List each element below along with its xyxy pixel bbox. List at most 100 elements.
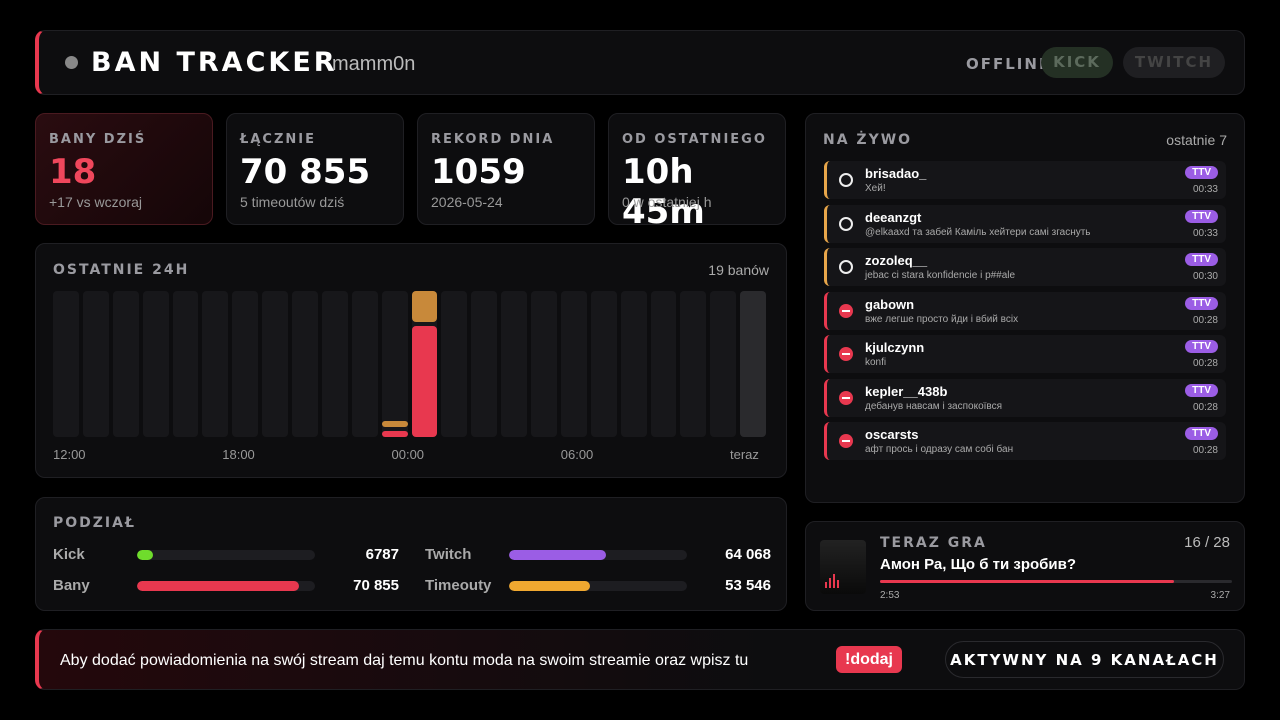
stat-value: 18 bbox=[49, 152, 97, 192]
stat-sub: 0 w ostatniej h bbox=[622, 194, 712, 210]
hour-slot bbox=[82, 291, 109, 437]
feed-item[interactable]: deeanzgt @elkaaxd та забей Каміль хейтери… bbox=[824, 204, 1226, 243]
stat-card: ŁĄCZNIE 70 855 5 timeoutów dziś bbox=[226, 113, 404, 225]
kind-icon bbox=[839, 303, 853, 318]
kind-icon bbox=[839, 347, 853, 361]
hour-slot bbox=[202, 291, 229, 437]
now-song: Амон Ра, Що б ти зробив? bbox=[880, 556, 1077, 573]
now-playing-panel: TERAZ GRA 16 / 28 Амон Ра, Що б ти зробив?… bbox=[805, 521, 1245, 611]
hour-slot bbox=[650, 291, 677, 437]
feed-time: 00:28 bbox=[1192, 445, 1218, 456]
breakdown-name: Bany bbox=[53, 577, 90, 594]
breakdown-value: 70 855 bbox=[353, 577, 399, 594]
chart-panel: OSTATNIE 24H 19 banów 12:00 18:00 00:00 06:00… bbox=[35, 243, 787, 478]
feed-message: дебанув навсам і заспокоївся bbox=[865, 400, 1003, 412]
progress-fill bbox=[880, 580, 1175, 583]
feed-item[interactable]: kjulczynn konfi TTV 00:28 bbox=[824, 335, 1226, 373]
cover-bar bbox=[829, 578, 831, 588]
chart-title: OSTATNIE 24H bbox=[53, 262, 190, 278]
hour-slot bbox=[381, 291, 408, 437]
icon-bar bbox=[842, 353, 850, 355]
hour-slot bbox=[53, 291, 79, 437]
kind-icon bbox=[839, 434, 853, 448]
live-title: NA ŻYWO bbox=[823, 132, 913, 148]
feed-item[interactable]: kepler__438b дебанув навсам і заспокоївся… bbox=[824, 378, 1226, 417]
live-panel: NA ŻYWO ostatnie 7 brisadao_ Хей! TTV 00:33 de… bbox=[805, 113, 1245, 503]
stat-sub: 5 timeoutów dziś bbox=[240, 194, 345, 210]
feed-time: 00:28 bbox=[1192, 358, 1218, 369]
hour-slot bbox=[292, 291, 318, 437]
feed-user: brisadao_ bbox=[865, 166, 927, 181]
feed-time: 00:28 bbox=[1192, 314, 1218, 326]
hour-slot bbox=[740, 291, 766, 437]
progress-track bbox=[880, 580, 1232, 583]
breakdown-track bbox=[509, 581, 687, 591]
stat-sub: 2026-05-24 bbox=[431, 194, 503, 210]
footer-status: AKTYWNY NA 9 KANAŁACH bbox=[945, 641, 1224, 678]
feed-badge: TTV bbox=[1185, 296, 1218, 310]
feed-item[interactable]: oscarsts афт прось і одразу сам собі бан T… bbox=[824, 422, 1226, 460]
icon-bar bbox=[842, 309, 850, 312]
feed-badge: TTV bbox=[1185, 383, 1218, 397]
feed-time: 00:33 bbox=[1192, 227, 1218, 239]
breakdown-track bbox=[137, 550, 315, 560]
breakdown-value: 64 068 bbox=[725, 546, 771, 563]
feed-badge: TTV bbox=[1185, 427, 1218, 440]
feed-time: 00:28 bbox=[1192, 401, 1218, 413]
hour-slot bbox=[112, 291, 139, 437]
hour-slot bbox=[411, 291, 438, 437]
kind-icon bbox=[839, 173, 853, 187]
feed-item[interactable]: gabown вже легше просто йди і вбий всіх TT… bbox=[824, 291, 1226, 330]
feed-message: konfi bbox=[865, 357, 887, 368]
cover-bar bbox=[833, 574, 835, 588]
footer-panel: Aby dodać powiadomienia na swój stream d… bbox=[35, 629, 1245, 690]
stat-label: ŁĄCZNIE bbox=[240, 132, 316, 147]
breakdown-track bbox=[509, 550, 687, 560]
feed-time: 00:33 bbox=[1192, 184, 1218, 195]
feed-user: kjulczynn bbox=[865, 340, 925, 355]
feed-user: zozoleq__ bbox=[865, 253, 928, 268]
feed-item[interactable]: brisadao_ Хей! TTV 00:33 bbox=[824, 161, 1226, 199]
cover-bar bbox=[837, 580, 839, 588]
stat-value: 70 855 bbox=[240, 152, 371, 192]
breakdown-fill bbox=[509, 550, 606, 560]
stat-sub: +17 vs wczoraj bbox=[49, 194, 142, 210]
status: OFFLINE bbox=[966, 55, 1052, 73]
footer-command[interactable]: !dodaj bbox=[836, 646, 902, 673]
hour-slot bbox=[531, 291, 557, 437]
cover bbox=[820, 540, 866, 594]
hour-slot bbox=[710, 291, 737, 437]
breakdown-fill bbox=[137, 581, 300, 591]
breakdown-name: Twitch bbox=[425, 546, 472, 563]
feed-user: kepler__438b bbox=[865, 383, 948, 399]
x-label: 00:00 bbox=[391, 447, 425, 462]
timeout-segment bbox=[411, 291, 438, 322]
live-summary: ostatnie 7 bbox=[1166, 132, 1227, 148]
stat-value: 1059 bbox=[431, 152, 526, 192]
ban-segment bbox=[411, 325, 438, 437]
feed-badge: TTV bbox=[1185, 253, 1218, 266]
platform-button[interactable]: TWITCH bbox=[1123, 47, 1225, 78]
duration: 3:27 bbox=[1210, 590, 1230, 601]
hour-slot bbox=[142, 291, 169, 437]
x-label: 06:00 bbox=[560, 447, 594, 462]
x-label: teraz bbox=[730, 447, 759, 462]
kind-icon bbox=[839, 260, 853, 274]
stat-value: 10h 45m bbox=[622, 152, 705, 232]
feed-item[interactable]: zozoleq__ jebac ci stara konfidencie i p#… bbox=[824, 248, 1226, 286]
feed-user: oscarsts bbox=[865, 427, 919, 442]
feed-user: deeanzgt bbox=[865, 209, 922, 225]
chart-summary: 19 banów bbox=[708, 262, 769, 278]
feed-message: Хей! bbox=[865, 183, 886, 194]
hour-slot bbox=[501, 291, 527, 437]
hour-slot bbox=[471, 291, 498, 437]
breakdown-value: 53 546 bbox=[725, 577, 771, 594]
feed-badge: TTV bbox=[1185, 340, 1218, 353]
hour-slot bbox=[680, 291, 707, 437]
breakdown-fill bbox=[137, 550, 153, 560]
hour-slot bbox=[620, 291, 647, 437]
icon-bar bbox=[842, 440, 850, 442]
feed-message: @elkaaxd та забей Каміль хейтери самі зг… bbox=[865, 226, 1091, 238]
platform-button[interactable]: KICK bbox=[1041, 47, 1113, 78]
